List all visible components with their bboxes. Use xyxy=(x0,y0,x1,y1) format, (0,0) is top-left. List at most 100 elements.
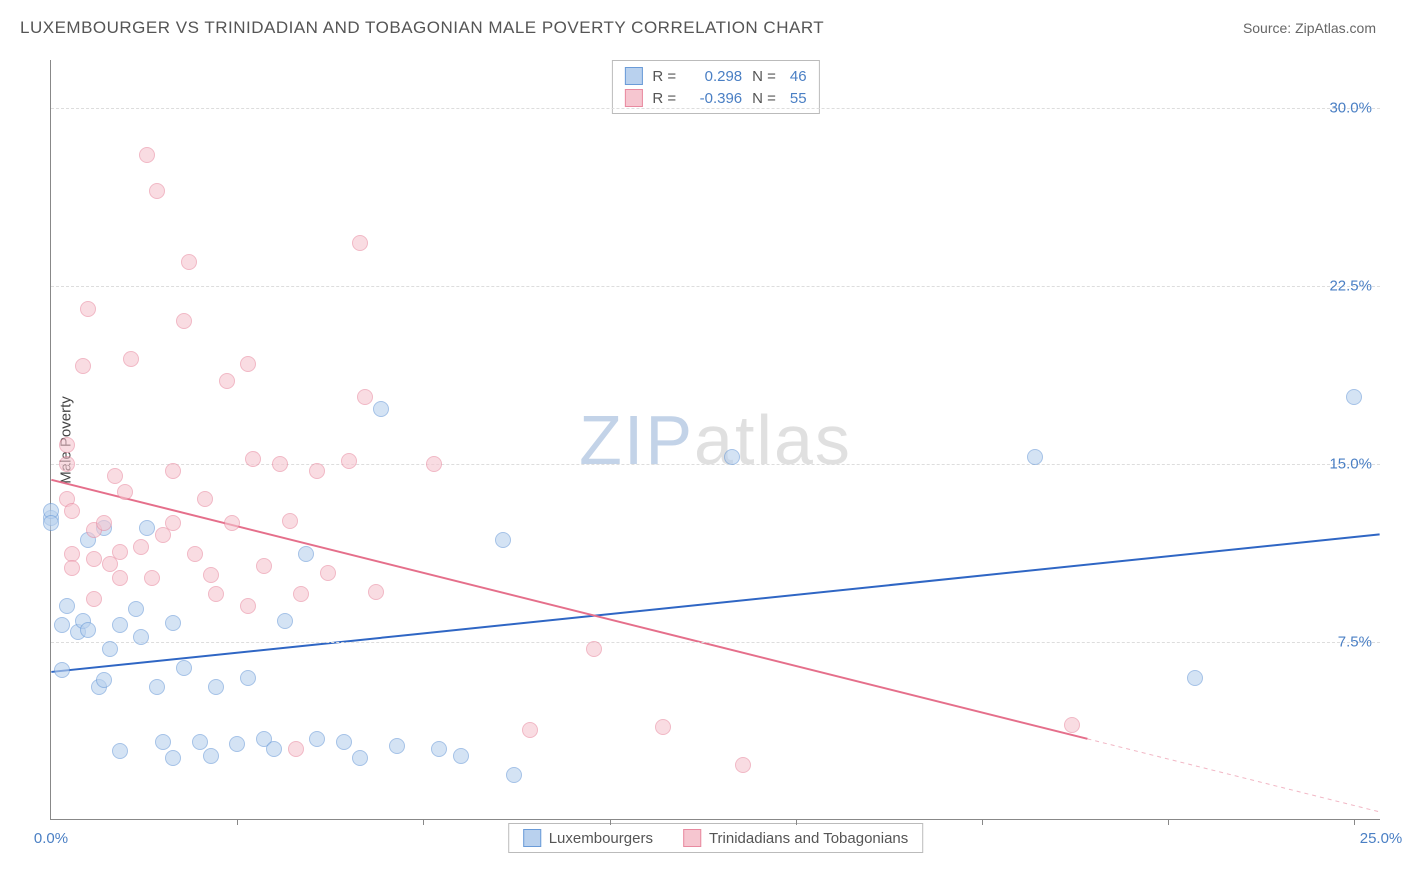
scatter-point-series-1 xyxy=(320,565,336,581)
scatter-point-series-1 xyxy=(96,515,112,531)
scatter-point-series-0 xyxy=(139,520,155,536)
scatter-point-series-0 xyxy=(1027,449,1043,465)
chart-source: Source: ZipAtlas.com xyxy=(1243,20,1376,36)
scatter-point-series-1 xyxy=(245,451,261,467)
scatter-point-series-0 xyxy=(389,738,405,754)
scatter-point-series-1 xyxy=(240,598,256,614)
swatch-series-1 xyxy=(624,89,642,107)
swatch-series-0 xyxy=(624,67,642,85)
trend-lines-layer xyxy=(51,60,1380,819)
gridline xyxy=(51,108,1380,109)
scatter-point-series-1 xyxy=(176,313,192,329)
scatter-point-series-1 xyxy=(59,437,75,453)
y-tick-label: 22.5% xyxy=(1329,277,1372,294)
scatter-point-series-0 xyxy=(453,748,469,764)
scatter-point-series-0 xyxy=(229,736,245,752)
x-tick xyxy=(796,819,797,825)
gridline xyxy=(51,642,1380,643)
scatter-point-series-0 xyxy=(277,613,293,629)
scatter-point-series-1 xyxy=(123,351,139,367)
scatter-point-series-1 xyxy=(187,546,203,562)
scatter-point-series-0 xyxy=(724,449,740,465)
x-tick xyxy=(610,819,611,825)
x-tick-label: 0.0% xyxy=(34,830,68,847)
scatter-point-series-0 xyxy=(59,598,75,614)
scatter-point-series-1 xyxy=(655,719,671,735)
legend-item-1: Trinidadians and Tobagonians xyxy=(683,829,908,847)
scatter-point-series-1 xyxy=(288,741,304,757)
y-tick-label: 7.5% xyxy=(1338,633,1372,650)
scatter-point-series-1 xyxy=(293,586,309,602)
scatter-point-series-1 xyxy=(86,551,102,567)
gridline xyxy=(51,286,1380,287)
scatter-point-series-1 xyxy=(80,301,96,317)
swatch-series-1 xyxy=(683,829,701,847)
stats-row-0: R = 0.298 N = 46 xyxy=(624,65,806,87)
scatter-point-series-0 xyxy=(80,622,96,638)
y-tick-label: 30.0% xyxy=(1329,99,1372,116)
scatter-point-series-1 xyxy=(165,515,181,531)
scatter-point-series-0 xyxy=(1187,670,1203,686)
scatter-point-series-1 xyxy=(86,591,102,607)
scatter-point-series-0 xyxy=(208,679,224,695)
scatter-point-series-1 xyxy=(219,373,235,389)
scatter-point-series-1 xyxy=(64,560,80,576)
scatter-point-series-1 xyxy=(59,456,75,472)
scatter-point-series-1 xyxy=(139,147,155,163)
chart-area: Male Poverty ZIPatlas R = 0.298 N = 46 R… xyxy=(50,60,1380,820)
scatter-point-series-1 xyxy=(224,515,240,531)
scatter-point-series-0 xyxy=(112,617,128,633)
x-tick xyxy=(1168,819,1169,825)
scatter-point-series-0 xyxy=(176,660,192,676)
x-tick xyxy=(982,819,983,825)
scatter-point-series-1 xyxy=(75,358,91,374)
scatter-point-series-1 xyxy=(208,586,224,602)
scatter-point-series-1 xyxy=(240,356,256,372)
watermark: ZIPatlas xyxy=(579,400,852,480)
scatter-point-series-0 xyxy=(266,741,282,757)
scatter-point-series-1 xyxy=(181,254,197,270)
scatter-point-series-1 xyxy=(352,235,368,251)
x-tick-label: 25.0% xyxy=(1360,830,1403,847)
scatter-point-series-1 xyxy=(1064,717,1080,733)
scatter-point-series-1 xyxy=(426,456,442,472)
swatch-series-0 xyxy=(523,829,541,847)
x-tick xyxy=(237,819,238,825)
scatter-point-series-0 xyxy=(165,750,181,766)
trend-line xyxy=(51,480,1087,739)
scatter-point-series-1 xyxy=(133,539,149,555)
scatter-point-series-0 xyxy=(54,662,70,678)
scatter-point-series-0 xyxy=(165,615,181,631)
chart-title: LUXEMBOURGER VS TRINIDADIAN AND TOBAGONI… xyxy=(20,18,824,38)
x-tick xyxy=(1354,819,1355,825)
scatter-point-series-0 xyxy=(43,515,59,531)
scatter-point-series-0 xyxy=(298,546,314,562)
scatter-point-series-0 xyxy=(128,601,144,617)
scatter-point-series-0 xyxy=(192,734,208,750)
scatter-point-series-1 xyxy=(341,453,357,469)
trend-line-extrapolated xyxy=(1087,739,1379,812)
scatter-point-series-1 xyxy=(368,584,384,600)
series-legend: Luxembourgers Trinidadians and Tobagonia… xyxy=(508,823,924,853)
scatter-point-series-0 xyxy=(431,741,447,757)
stats-legend: R = 0.298 N = 46 R = -0.396 N = 55 xyxy=(611,60,819,114)
legend-item-0: Luxembourgers xyxy=(523,829,653,847)
scatter-point-series-1 xyxy=(107,468,123,484)
scatter-point-series-0 xyxy=(112,743,128,759)
chart-header: LUXEMBOURGER VS TRINIDADIAN AND TOBAGONI… xyxy=(0,0,1406,38)
scatter-point-series-0 xyxy=(96,672,112,688)
scatter-point-series-0 xyxy=(309,731,325,747)
scatter-point-series-0 xyxy=(336,734,352,750)
y-tick-label: 15.0% xyxy=(1329,455,1372,472)
scatter-point-series-1 xyxy=(112,544,128,560)
scatter-point-series-1 xyxy=(64,503,80,519)
scatter-point-series-0 xyxy=(373,401,389,417)
scatter-point-series-0 xyxy=(54,617,70,633)
scatter-point-series-1 xyxy=(144,570,160,586)
scatter-point-series-1 xyxy=(272,456,288,472)
scatter-point-series-0 xyxy=(495,532,511,548)
scatter-point-series-0 xyxy=(149,679,165,695)
scatter-point-series-1 xyxy=(309,463,325,479)
scatter-point-series-1 xyxy=(282,513,298,529)
scatter-point-series-1 xyxy=(586,641,602,657)
